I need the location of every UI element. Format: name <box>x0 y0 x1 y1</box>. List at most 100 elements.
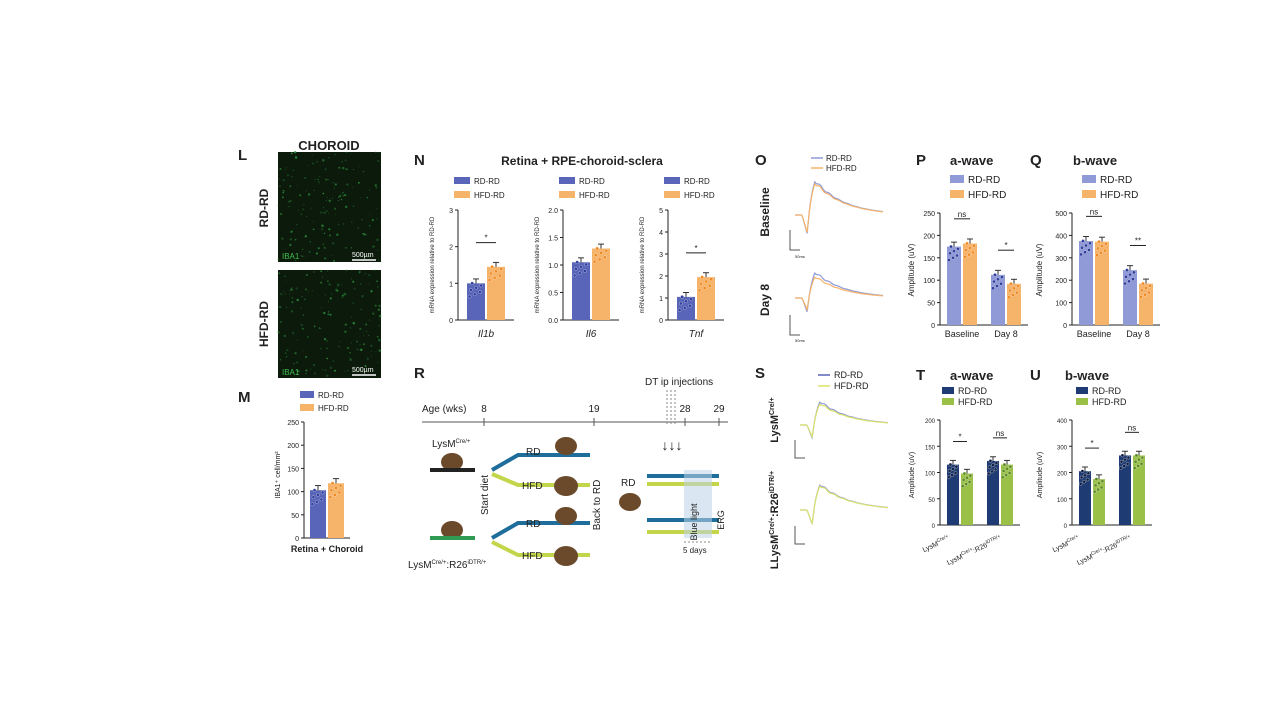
panel-o: O RD-RD HFD-RD Baseline Day 8 50ms 50ms <box>755 152 884 343</box>
significance-label: * <box>484 234 487 243</box>
r-rd-2: RD <box>526 519 540 530</box>
iba1-speck <box>368 283 370 285</box>
data-point <box>1011 293 1015 297</box>
data-point <box>1140 455 1145 460</box>
iba1-speck <box>302 314 305 316</box>
data-point <box>1133 459 1138 464</box>
data-point <box>592 259 597 264</box>
u-title: b-wave <box>1065 368 1109 383</box>
iba1-speck <box>368 189 371 191</box>
iba1-speck <box>336 233 339 236</box>
data-point <box>968 246 972 250</box>
iba1-speck <box>305 190 308 192</box>
data-point <box>472 292 477 297</box>
data-point <box>490 265 494 269</box>
iba1-speck <box>349 357 351 359</box>
iba1-speck <box>313 271 315 273</box>
iba1-speck <box>315 252 318 255</box>
iba1-speck <box>344 330 347 334</box>
iba1-speck <box>305 256 306 258</box>
data-point <box>995 284 999 288</box>
iba1-speck <box>378 314 382 318</box>
data-point <box>583 269 587 273</box>
iba1-speck <box>305 372 307 375</box>
data-point <box>329 488 334 492</box>
bar-rd-rd <box>572 262 590 320</box>
data-point <box>688 303 692 308</box>
bar-rd-rd <box>1119 455 1131 525</box>
iba1-speck <box>301 327 304 330</box>
data-point <box>310 502 315 506</box>
data-point <box>338 483 343 488</box>
mouse-icon-7 <box>619 493 641 511</box>
data-point <box>1016 284 1020 288</box>
iba1-speck <box>321 307 323 308</box>
y-tick-label: 500 <box>1055 211 1067 218</box>
row-label-hfd-rd: HFD-RD <box>257 301 271 347</box>
y-tick-label: 4 <box>659 230 663 237</box>
data-point <box>1081 239 1085 243</box>
data-point <box>999 282 1003 286</box>
iba1-speck <box>279 320 282 324</box>
iba1-speck <box>376 208 378 210</box>
t-legend-hfd: HFD-RD <box>958 397 993 407</box>
data-point <box>996 277 1000 282</box>
data-point <box>1002 462 1007 467</box>
iba1-speck <box>290 152 293 155</box>
iba1-speck <box>345 247 347 249</box>
iba1-speck <box>307 261 309 263</box>
y-tick-label: 1.5 <box>548 236 558 243</box>
iba1-speck <box>375 151 377 153</box>
iba1-speck <box>305 369 308 372</box>
n-title: Retina + RPE-choroid-sclera <box>501 154 663 168</box>
o-legend-hfd: HFD-RD <box>826 164 857 173</box>
panel-letter-n: N <box>414 152 425 169</box>
iba1-speck <box>327 270 329 272</box>
iba1-speck <box>326 357 329 360</box>
iba1-speck <box>338 345 341 348</box>
legend-swatch-rd <box>300 391 314 398</box>
m-xlabel: Retina + Choroid <box>291 544 363 554</box>
iba1-speck <box>320 211 323 214</box>
data-point <box>1000 275 1004 279</box>
r-mouse1-label: LysMCre/+ <box>432 439 471 450</box>
iba1-speck <box>359 348 361 350</box>
t-ylabel: Amplitude (uV) <box>909 452 916 498</box>
data-point <box>1079 252 1083 257</box>
data-point <box>1096 487 1100 492</box>
r-erg: ERG <box>716 510 726 530</box>
data-point <box>953 471 958 475</box>
legend-swatch-rd <box>454 177 470 184</box>
iba1-speck <box>341 294 344 297</box>
data-point <box>1147 290 1151 295</box>
iba1-speck <box>322 159 325 162</box>
iba1-speck <box>333 259 336 262</box>
r-branch-rd-1 <box>491 453 590 472</box>
iba1-speck <box>310 368 312 370</box>
data-point <box>991 286 995 291</box>
iba1-speck <box>366 356 368 358</box>
iba1-speck <box>324 247 326 249</box>
data-point <box>1122 464 1126 468</box>
iba1-speck <box>372 312 375 315</box>
data-point <box>952 249 956 253</box>
iba1-speck <box>340 340 341 342</box>
iba1-speck <box>300 323 304 327</box>
iba1-speck <box>277 331 280 334</box>
iba1-speck <box>328 283 331 286</box>
data-point <box>972 243 976 248</box>
iba1-speck <box>338 283 340 286</box>
iba1-speck <box>321 276 323 278</box>
iba1-speck <box>311 162 315 165</box>
iba1-speck <box>374 184 377 187</box>
trace-lysm-hfd <box>800 403 889 439</box>
iba1-speck <box>293 362 295 365</box>
data-point <box>1139 462 1144 466</box>
data-point <box>964 482 968 486</box>
iba1-speck <box>370 290 373 293</box>
data-point <box>948 462 953 467</box>
r-track-2 <box>647 482 719 486</box>
u-legend-rd: RD-RD <box>1092 386 1121 396</box>
data-point <box>961 478 966 482</box>
y-tick-label: 150 <box>923 256 935 263</box>
